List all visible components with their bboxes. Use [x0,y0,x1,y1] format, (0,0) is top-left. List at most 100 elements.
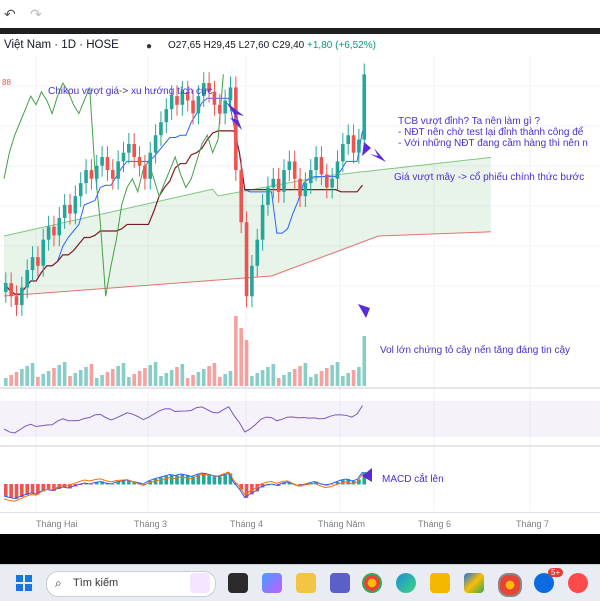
widgets-icon[interactable] [190,573,210,593]
volume-bar [282,375,286,386]
volume-bar [191,375,195,386]
macd-histogram-bar [250,484,254,495]
candle [148,152,153,179]
volume-bar [9,375,13,386]
candle [175,96,179,105]
volume-bar [341,376,345,386]
price-chart[interactable]: 88 [0,56,600,536]
volume-bar [25,366,29,386]
candle [260,204,265,240]
candle [62,204,67,218]
volume-bar [14,372,19,386]
volume-bar [148,365,153,386]
candle [68,204,72,214]
volume-bar [234,316,238,386]
volume-bar [121,363,126,386]
volume-bar [351,370,356,386]
time-tick: Tháng 4 [230,519,264,529]
task-view-icon[interactable] [228,573,248,593]
volume-bar [73,373,78,386]
edge-icon[interactable] [396,573,416,593]
zalo-icon[interactable] [534,573,554,593]
candle [255,239,260,266]
chikou-line [3,74,224,297]
candle [196,96,201,114]
macd-histogram-bar [116,482,120,485]
volume-bar [164,373,169,386]
undo-icon[interactable]: ↶ [4,6,16,22]
volume-bar [180,364,185,386]
candle [57,217,62,236]
volume-bar [46,371,51,386]
arrow-volume-icon [358,304,370,318]
candle [282,170,286,192]
volume-bar [116,366,120,386]
annotation-cloud: Giá vượt mây -> cổ phiếu chính thức bước [394,172,585,183]
volume-bar [57,365,62,386]
volume-bar [84,367,88,386]
candle [105,157,110,171]
binance-icon[interactable] [430,573,450,593]
chart-area[interactable]: 88 Chikou vượt giá-> xu hướng tích cực T… [0,56,600,536]
candle [25,270,29,288]
separator-strip [0,28,600,34]
candle [143,165,147,179]
macd-histogram-bar [330,484,334,485]
macd-histogram-bar [111,484,115,485]
candle [116,161,120,179]
volume-bar [335,362,340,386]
candle [153,135,158,153]
chart-header: Việt Nam · 1D · HOSE ● O27,65 H29,45 L27… [0,34,600,56]
windows-start-icon[interactable] [14,573,34,593]
taskbar-search[interactable]: ⌕ Tìm kiếm [46,571,216,597]
macd-histogram-bar [30,484,35,494]
chrome-profile-icon[interactable] [498,573,522,597]
candle [127,143,131,153]
candle [207,83,211,92]
candle [185,91,190,101]
candle [52,226,56,236]
macd-line [3,471,363,500]
copilot-icon[interactable] [262,573,282,593]
annotation-tcb-title: TCB vượt đỉnh? Ta nên làm gì ? [398,116,541,127]
candle [351,135,356,153]
volume-bar [100,375,104,386]
volume-bar [239,328,243,386]
drive-icon[interactable] [464,573,484,593]
candle [20,287,24,305]
time-tick: Tháng Hai [36,519,78,529]
volume-bar [185,378,190,386]
volume-bar [36,377,40,386]
candle [132,143,136,158]
symbol-label[interactable]: Việt Nam · 1D · HOSE [4,39,119,51]
kijun-line [3,130,363,295]
price-tag: 88 [2,78,11,87]
market-status-dot: ● [146,41,153,52]
volume-bar [196,372,201,386]
volume-bar [308,377,313,386]
teams-icon[interactable] [330,573,350,593]
volume-bar [153,362,158,386]
file-explorer-icon[interactable] [296,573,316,593]
candle [201,83,206,97]
volume-bar [62,362,67,386]
volume-bar [298,366,302,386]
candle [100,157,104,166]
volume-bar [255,373,260,386]
macd-histogram-bar [127,480,131,485]
candle [298,178,302,197]
redo-icon[interactable]: ↷ [30,6,42,22]
macd-histogram-bar [132,481,136,485]
macd-histogram-bar [255,484,260,492]
app-icon[interactable] [568,573,588,593]
volume-bar [201,369,206,386]
macd-histogram-bar [207,474,211,485]
candle [89,170,94,179]
high-value: H29,45 [203,40,236,51]
volume-bar [78,370,83,386]
volume-bar [357,367,361,386]
macd-histogram-bar [287,482,292,485]
volume-bar [175,367,179,386]
chrome-icon[interactable] [362,573,382,593]
candle [36,257,40,266]
